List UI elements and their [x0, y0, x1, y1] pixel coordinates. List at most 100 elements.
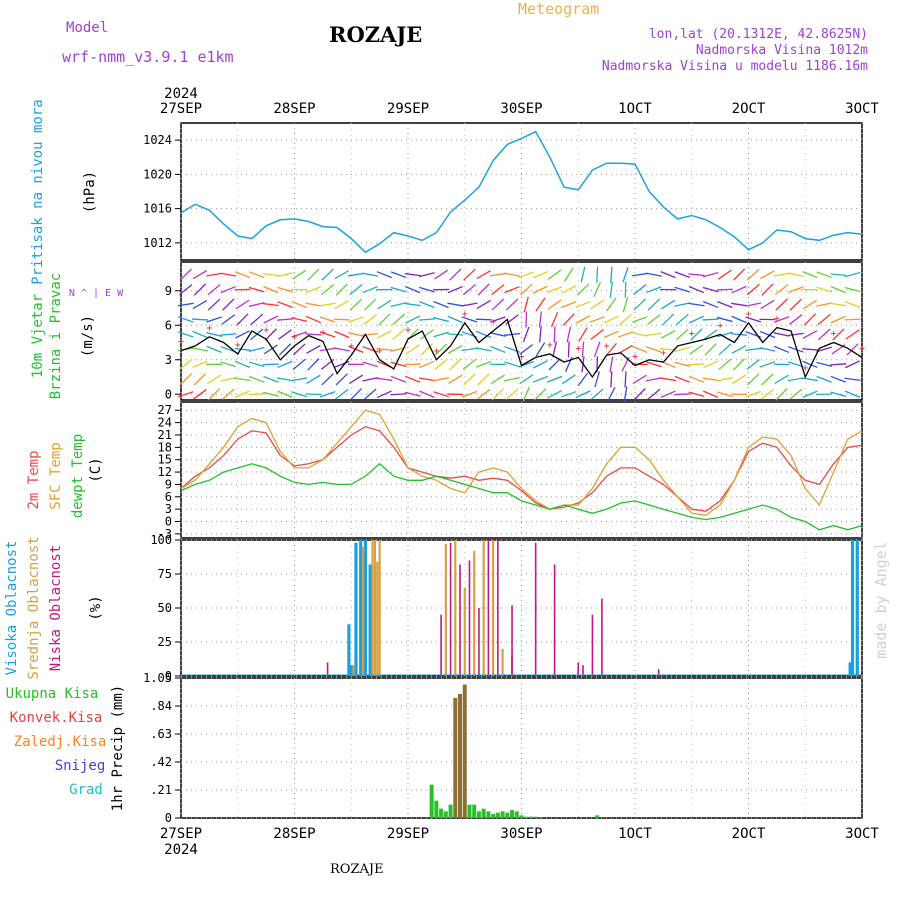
wind-speed-line [180, 318, 863, 379]
wind-arrow [789, 298, 802, 311]
wind-gust-marker: + [518, 352, 524, 363]
wind-arrow [787, 377, 804, 382]
wind-arrow [263, 344, 278, 355]
wind-arrow [362, 376, 379, 382]
wind-arrow [622, 266, 629, 283]
wind-arrow [333, 318, 350, 321]
cloud-bar [511, 605, 513, 676]
precip-bar [439, 808, 444, 818]
cloud-bar [497, 540, 499, 676]
elevation: Nadmorska Visina 1012m [695, 43, 868, 58]
cloud-bar [454, 540, 457, 676]
wind-arrow [434, 269, 449, 280]
cloud-bar [492, 540, 495, 676]
y-tick-label: .21 [150, 783, 172, 797]
wind-arrow [717, 269, 732, 280]
wind-arrow [263, 375, 279, 383]
wind-arrow [248, 361, 265, 368]
wind-gust-marker: + [802, 363, 808, 374]
wind-arrow [248, 271, 265, 279]
wind-arrow [566, 326, 572, 343]
precip-bar [462, 684, 467, 818]
cloud-bar [601, 598, 603, 676]
footer-station: ROZAJE [330, 862, 384, 877]
wind-arrow [305, 302, 322, 307]
cloud-bar [368, 564, 372, 676]
wind-arrow [802, 390, 818, 398]
wind-arrow [376, 330, 392, 339]
cloud-bar [463, 587, 466, 676]
precip-bar [448, 804, 453, 818]
wind-gust-marker: + [604, 341, 610, 352]
wind-gust-marker: + [405, 325, 411, 336]
wind-arrow [378, 313, 391, 326]
cloud-unit: (%) [88, 595, 104, 620]
wind-arrow [278, 343, 292, 356]
wind-arrow [674, 271, 691, 278]
wind-arrow [475, 360, 492, 368]
wind-arrow [607, 386, 616, 402]
precip-unit: 1hr Precip (mm) [110, 685, 126, 811]
wind-arrow [525, 311, 528, 328]
wind-arrow [688, 363, 705, 366]
wind-arrow [321, 284, 335, 296]
wind-arrow [802, 360, 818, 369]
x-tick-label-bottom: 28SEP [273, 826, 315, 842]
wind-arrow [207, 284, 221, 296]
wind-arrow [816, 361, 833, 367]
precip-bar [505, 812, 510, 818]
wind-arrow [844, 390, 861, 398]
wind-arrow [319, 347, 336, 352]
cloud-bar [363, 540, 368, 676]
wind-arrow [745, 316, 762, 323]
wind-arrow [420, 329, 434, 340]
y-tick-label: 0 [165, 515, 172, 529]
wind-arrow [674, 346, 691, 353]
wind-arrow [801, 348, 819, 351]
wind-arrow [491, 298, 505, 311]
wind-arrow [376, 271, 393, 279]
wind-arrow [234, 347, 251, 351]
wind-arrow [561, 301, 577, 309]
wind-arrow [192, 360, 208, 368]
wind-arrow [307, 358, 320, 371]
cloud-bar [352, 665, 355, 676]
cloud-bar [347, 624, 351, 676]
x-tick-label-bottom: 29SEP [387, 826, 429, 842]
wind-arrow [688, 391, 705, 398]
wind-arrow [490, 316, 506, 323]
wind-arrow [533, 360, 548, 369]
y-tick-label: 15 [158, 453, 172, 467]
precip-bar [458, 694, 463, 818]
cloud-bar [449, 542, 452, 676]
x-tick-label-top: 1OCT [618, 101, 652, 117]
wind-arrow [433, 300, 449, 309]
wind-arrow [262, 302, 279, 307]
wind-arrow [404, 273, 421, 277]
dewpoint-title: dewpt Temp [70, 434, 86, 518]
wind-arrow [731, 315, 747, 324]
y-tick-label: 3 [165, 353, 172, 367]
wind-arrow [775, 298, 788, 311]
wind-arrow [292, 343, 306, 356]
y-tick-label: 50 [158, 601, 172, 615]
wind-arrow [505, 298, 519, 311]
wind-gust-marker: + [178, 337, 184, 348]
wind-arrow [263, 285, 279, 294]
wind-arrow [816, 346, 833, 353]
wind-arrow [321, 268, 334, 281]
wind-arrow [576, 283, 590, 296]
wind-arrow [291, 316, 308, 323]
wind-arrow [731, 374, 747, 385]
wind-arrow [305, 315, 322, 324]
wind-arrow [688, 375, 705, 383]
precip-bar [429, 784, 434, 818]
wind-arrow [418, 272, 435, 278]
wind-arrow [647, 298, 661, 311]
wind-arrow [802, 330, 818, 339]
cloud-bar [553, 564, 556, 676]
wind-arrow [532, 375, 549, 383]
wind-arrow [845, 360, 861, 369]
wind-arrow [220, 376, 237, 382]
wind-arrow [594, 371, 600, 388]
